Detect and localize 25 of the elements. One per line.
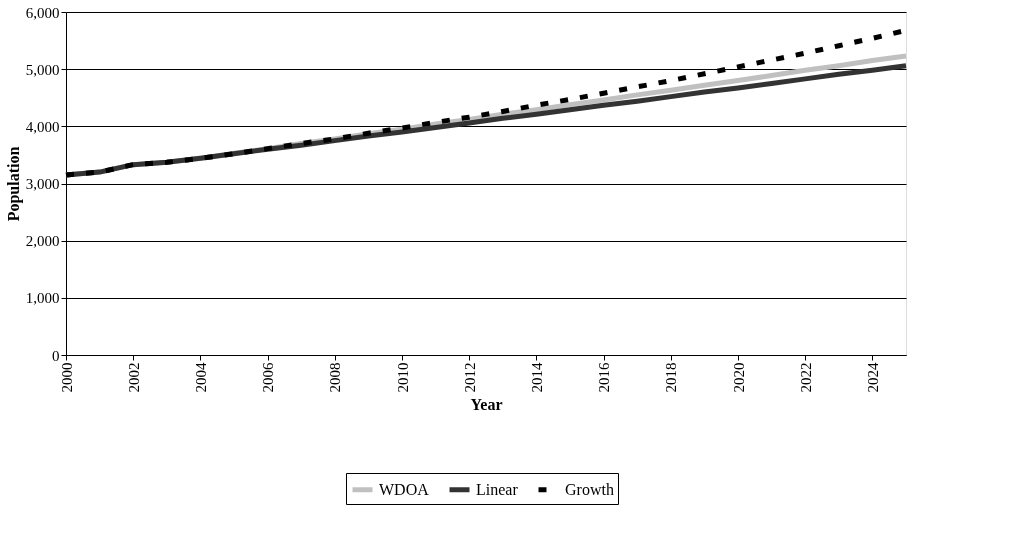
y-axis-title: Population [4,146,23,222]
x-tick-label: 2006 [260,362,277,393]
x-tick-label: 2024 [864,362,881,393]
legend-label: WDOA [379,480,430,498]
x-tick-label: 2016 [596,362,613,393]
y-tick-label: 1,000 [25,290,60,307]
x-tick-label: 2012 [461,362,478,393]
x-tick-label: 2014 [528,362,545,393]
x-tick-label: 2020 [730,362,747,393]
x-tick-label: 2022 [797,362,814,393]
x-tick-label: 2000 [58,362,75,393]
x-tick-label: 2002 [125,362,142,393]
legend-label: Linear [476,480,519,498]
x-tick-label: 2004 [192,362,209,393]
y-tick-label: 2,000 [25,233,60,250]
y-tick-label: 4,000 [25,118,60,135]
x-tick-label: 2010 [394,362,411,393]
x-axis-title: Year [470,395,503,413]
y-tick-label: 5,000 [25,61,60,78]
y-tick-label: 6,000 [25,4,60,21]
y-tick-label: 3,000 [25,176,60,192]
legend-label: Growth [565,480,614,498]
y-tick-label: 0 [52,347,60,364]
x-tick-label: 2008 [327,362,344,393]
x-tick-label: 2018 [663,362,680,393]
